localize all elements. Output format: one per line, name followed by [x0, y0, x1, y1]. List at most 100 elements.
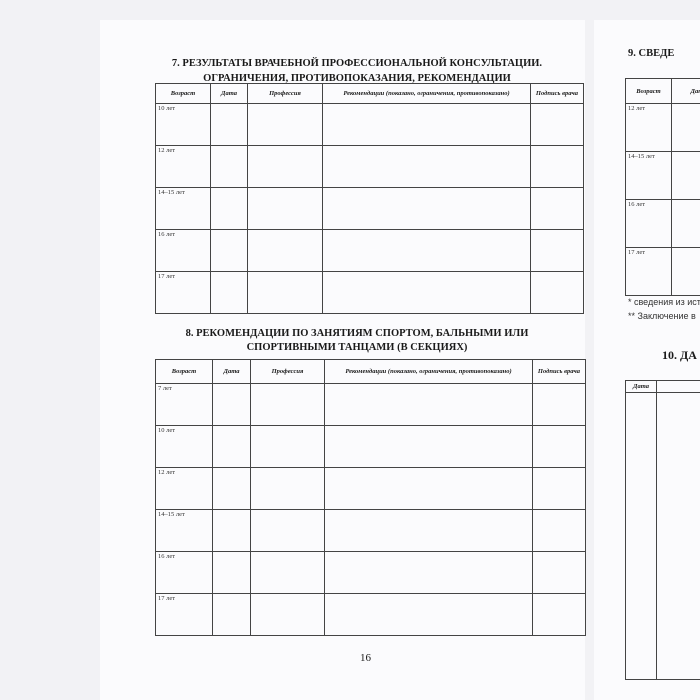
blank-cell[interactable]: [671, 247, 700, 296]
blank-cell[interactable]: [532, 467, 586, 510]
age-cell: 17 лет: [155, 271, 211, 314]
blank-cell[interactable]: [250, 551, 325, 594]
blank-cell[interactable]: [212, 425, 251, 468]
table-row: 14–15 лет: [155, 509, 586, 552]
table-row: 14–15 лет: [625, 151, 700, 200]
blank-cell[interactable]: [250, 467, 325, 510]
section8-title-line2: СПОРТИВНЫМИ ТАНЦАМИ (В СЕКЦИЯХ): [246, 342, 468, 353]
blank-cell[interactable]: [250, 383, 325, 426]
blank-cell[interactable]: [210, 145, 248, 188]
age-cell: 14–15 лет: [155, 187, 211, 230]
table-row: 12 лет: [155, 467, 586, 510]
blank-cell[interactable]: [324, 593, 533, 636]
blank-cell[interactable]: [324, 551, 533, 594]
blank-cell[interactable]: [212, 383, 251, 426]
blank-cell[interactable]: [671, 103, 700, 152]
section10-table: Дата: [625, 380, 700, 680]
blank-cell[interactable]: [324, 467, 533, 510]
table-row: 10 лет: [155, 103, 584, 146]
blank-cell[interactable]: [210, 187, 248, 230]
blank-cell[interactable]: [247, 271, 323, 314]
blank-cell[interactable]: [532, 425, 586, 468]
cell: [625, 392, 657, 680]
age-cell: 10 лет: [155, 103, 211, 146]
table-row: 17 лет: [625, 247, 700, 296]
column-header: Дата: [212, 359, 251, 384]
blank-cell[interactable]: [671, 151, 700, 200]
blank-cell[interactable]: [530, 103, 584, 146]
cell: [656, 392, 700, 680]
blank-cell[interactable]: [247, 145, 323, 188]
blank-cell[interactable]: [322, 187, 531, 230]
blank-cell[interactable]: [324, 509, 533, 552]
table-row: 17 лет: [155, 593, 586, 636]
table-row: 7 лет: [155, 383, 586, 426]
blank-cell[interactable]: [322, 229, 531, 272]
blank-cell[interactable]: [530, 187, 584, 230]
age-cell: 12 лет: [155, 145, 211, 188]
age-cell: 10 лет: [155, 425, 213, 468]
age-cell: 12 лет: [625, 103, 672, 152]
blank-cell[interactable]: [322, 103, 531, 146]
table-row: 12 лет: [155, 145, 584, 188]
section7-title-line1: 7. РЕЗУЛЬТАТЫ ВРАЧЕБНОЙ ПРОФЕССИОНАЛЬНОЙ…: [171, 58, 543, 69]
blank-cell[interactable]: [247, 103, 323, 146]
column-header: Подпись врача: [532, 359, 586, 384]
blank-cell[interactable]: [212, 509, 251, 552]
blank-cell[interactable]: [212, 467, 251, 510]
section7-table: Возраст Дата Профессия Рекомендации (показа…: [155, 83, 584, 314]
blank-cell[interactable]: [532, 509, 586, 552]
blank-cell[interactable]: [250, 425, 325, 468]
header-date: Дата: [625, 380, 657, 393]
blank-cell[interactable]: [530, 145, 584, 188]
blank-cell[interactable]: [530, 229, 584, 272]
blank-cell[interactable]: [324, 383, 533, 426]
section9-title: 9. СВЕДЕ: [628, 48, 675, 59]
blank-cell[interactable]: [210, 103, 248, 146]
table-row: 12 лет: [625, 103, 700, 152]
blank-cell[interactable]: [532, 383, 586, 426]
footnote-2: ** Заключение в: [628, 311, 696, 321]
blank-cell[interactable]: [322, 271, 531, 314]
blank-cell[interactable]: [671, 199, 700, 248]
header-blank: [656, 380, 700, 393]
blank-cell[interactable]: [247, 187, 323, 230]
age-cell: 12 лет: [155, 467, 213, 510]
table-row: 16 лет: [155, 551, 586, 594]
age-cell: 16 лет: [155, 229, 211, 272]
column-header: Профессия: [247, 83, 323, 104]
column-header: Дата: [671, 78, 700, 104]
age-cell: 17 лет: [155, 593, 213, 636]
blank-cell[interactable]: [532, 593, 586, 636]
blank-cell[interactable]: [210, 271, 248, 314]
column-header: Подпись врача: [530, 83, 584, 104]
column-header: Рекомендации (показано, ограничения, про…: [324, 359, 533, 384]
blank-cell[interactable]: [250, 509, 325, 552]
column-header: Возраст: [155, 83, 211, 104]
footnote-1: * сведения из ист: [628, 297, 700, 307]
blank-cell[interactable]: [210, 229, 248, 272]
section8-table: Возраст Дата Профессия Рекомендации (показа…: [155, 359, 586, 636]
blank-cell[interactable]: [532, 551, 586, 594]
blank-cell[interactable]: [530, 271, 584, 314]
blank-cell[interactable]: [322, 145, 531, 188]
age-cell: 17 лет: [625, 247, 672, 296]
page-number: 16: [360, 652, 371, 664]
age-cell: 16 лет: [155, 551, 213, 594]
column-header: Профессия: [250, 359, 325, 384]
section10-title: 10. ДА: [662, 348, 697, 362]
blank-cell[interactable]: [212, 551, 251, 594]
blank-cell[interactable]: [247, 229, 323, 272]
blank-cell[interactable]: [250, 593, 325, 636]
age-cell: 7 лет: [155, 383, 213, 426]
age-cell: 14–15 лет: [625, 151, 672, 200]
blank-cell[interactable]: [324, 425, 533, 468]
blank-cell[interactable]: [212, 593, 251, 636]
column-header: Возраст: [155, 359, 213, 384]
section8-title-line1: 8. РЕКОМЕНДАЦИИ ПО ЗАНЯТИЯМ СПОРТОМ, БАЛ…: [185, 328, 529, 339]
column-header: Возраст: [625, 78, 672, 104]
table-row: 16 лет: [625, 199, 700, 248]
table-row: 17 лет: [155, 271, 584, 314]
table-row: 16 лет: [155, 229, 584, 272]
